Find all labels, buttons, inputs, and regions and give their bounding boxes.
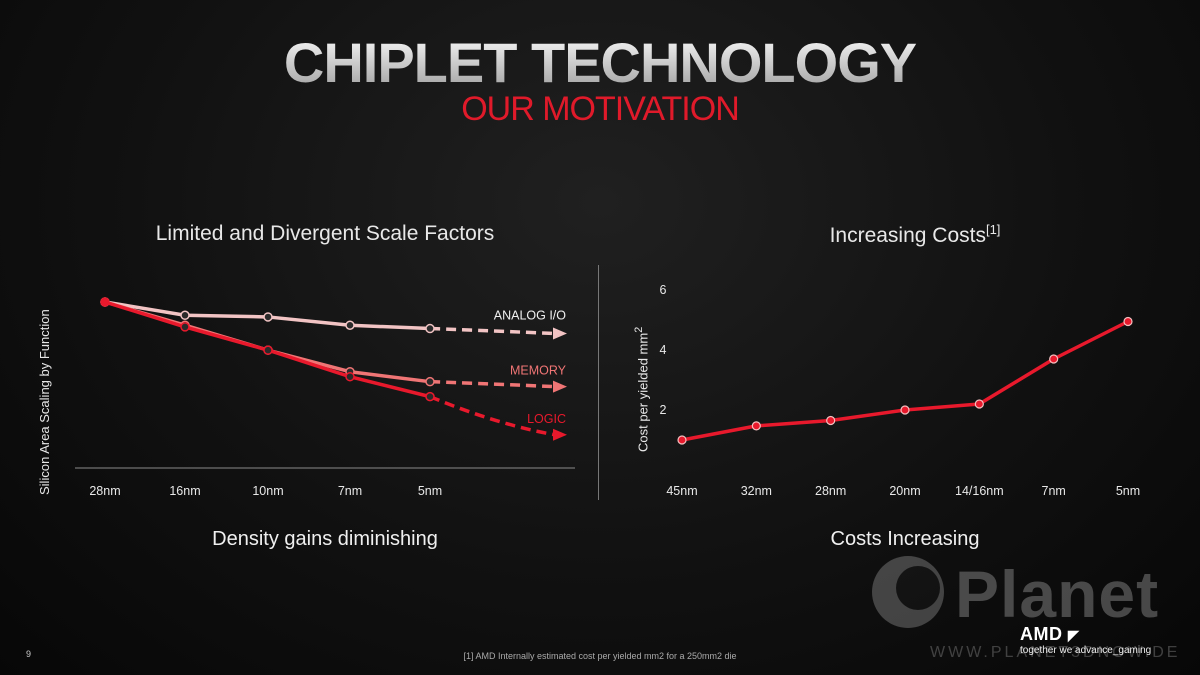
left-point-1-4: [425, 376, 435, 387]
footnote: [1] AMD Internally estimated cost per yi…: [463, 651, 737, 661]
left-point-2-1: [180, 322, 190, 332]
right-x-tick-3: 20nm: [889, 484, 920, 498]
right-x-tick-1: 32nm: [741, 484, 772, 498]
right-point-6: [1123, 316, 1133, 327]
left-point-0-3: [345, 320, 355, 330]
left-series-label-2: LOGIC: [527, 412, 566, 426]
right-x-tick-6: 5nm: [1116, 484, 1140, 498]
left-series-arrow-1: [553, 380, 567, 393]
left-point-0-2: [263, 312, 273, 322]
right-point-4: [974, 399, 984, 409]
left-x-tick-3: 7nm: [338, 484, 362, 498]
right-y-tick-2: 6: [660, 283, 667, 297]
left-x-tick-2: 10nm: [252, 484, 283, 498]
right-x-tick-0: 45nm: [666, 484, 697, 498]
right-chart-title-text: Increasing Costs: [829, 224, 986, 247]
left-series-projection-1: [429, 379, 556, 389]
left-point-0-1: [180, 310, 190, 321]
right-series-line: [681, 319, 1129, 442]
right-point-2: [826, 415, 836, 426]
left-point-2-2: [263, 345, 273, 355]
right-chart-title-footnote: [1]: [985, 222, 1001, 237]
left-series-arrow-2: [553, 428, 567, 441]
brand-name: AMD: [1020, 624, 1063, 644]
left-series-arrow-0: [553, 327, 567, 340]
left-point-2-4: [425, 391, 435, 402]
right-y-tick-0: 2: [660, 403, 667, 417]
watermark-text: Planet: [955, 557, 1160, 631]
left-point-0-4: [425, 323, 435, 334]
left-chart-title: Limited and Divergent Scale Factors: [155, 222, 495, 245]
right-point-5: [1049, 354, 1059, 364]
left-x-tick-0: 28nm: [89, 484, 120, 498]
left-x-tick-1: 16nm: [169, 484, 200, 498]
right-point-1: [751, 421, 761, 431]
watermark-logo-icon: [872, 556, 944, 628]
left-series-label-0: ANALOG I/O: [494, 309, 567, 323]
right-point-0: [677, 435, 687, 445]
left-series-label-1: MEMORY: [510, 364, 567, 378]
chart-divider: [598, 265, 599, 500]
left-x-tick-4: 5nm: [418, 484, 442, 498]
right-chart-caption: Costs Increasing: [830, 528, 980, 550]
watermark-url: WWW.PLANET3DNOW.DE: [930, 644, 1181, 661]
right-point-3: [900, 405, 910, 415]
right-x-tick-4: 14/16nm: [955, 484, 1004, 498]
left-point-2-0: [100, 297, 110, 307]
right-x-tick-2: 28nm: [815, 484, 846, 498]
right-y-tick-1: 4: [660, 343, 667, 357]
left-chart-caption: Density gains diminishing: [212, 528, 438, 550]
right-x-tick-5: 7nm: [1042, 484, 1066, 498]
right-chart-title: Increasing Costs[1]: [650, 222, 1180, 248]
amd-arrow-icon: ◤: [1068, 627, 1080, 643]
left-series-projection-2: [429, 395, 556, 437]
slide-subtitle: OUR MOTIVATION: [461, 90, 740, 128]
left-series-projection-0: [429, 326, 556, 336]
page-number: 9: [26, 649, 32, 659]
slide-title: CHIPLET TECHNOLOGY: [0, 30, 1200, 95]
brand-tagline: together we advance_gaming: [1020, 645, 1152, 656]
left-point-2-3: [345, 371, 355, 382]
brand-logo: AMD ◤: [1020, 624, 1079, 645]
